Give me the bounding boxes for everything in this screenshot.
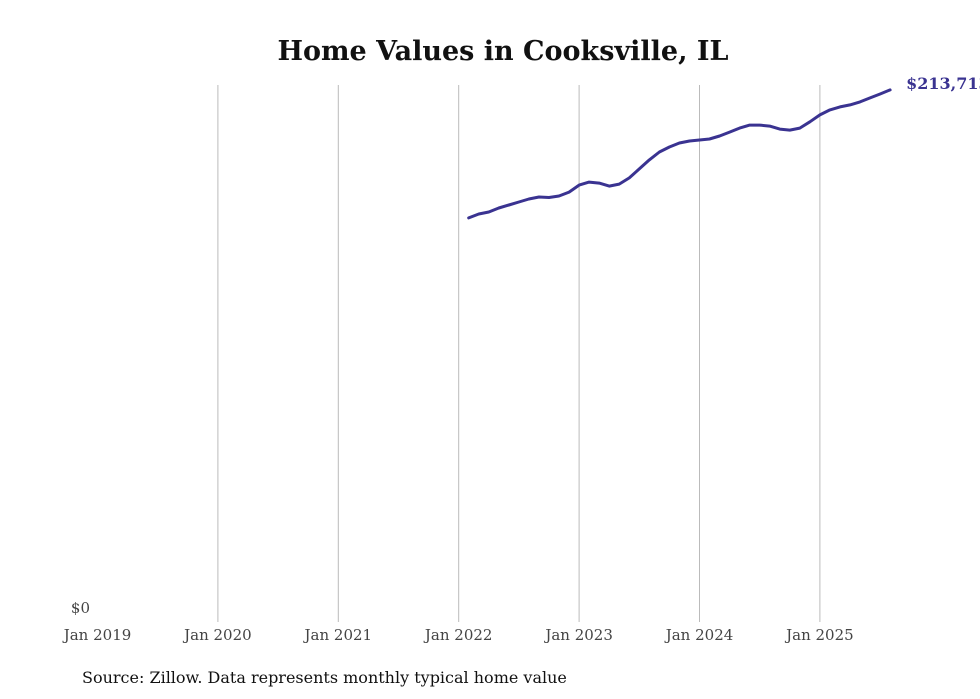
x-tick-label: Jan 2023 (543, 626, 613, 644)
y-tick-label: $0 (71, 599, 90, 617)
x-tick-label: Jan 2022 (423, 626, 493, 644)
x-tick-label: Jan 2024 (664, 626, 734, 644)
x-axis-ticks: Jan 2019 Jan 2020 Jan 2021 Jan 2022 Jan 2023… (62, 626, 854, 644)
x-tick-label: Jan 2020 (182, 626, 252, 644)
x-tick-label: Jan 2025 (784, 626, 854, 644)
x-tick-label: Jan 2019 (62, 626, 132, 644)
end-value-label: $213,713 (906, 74, 980, 93)
x-tick-label: Jan 2021 (303, 626, 373, 644)
series-line (467, 88, 892, 220)
source-note: Source: Zillow. Data represents monthly … (82, 668, 567, 687)
chart-title: Home Values in Cooksville, IL (277, 36, 728, 67)
gridlines (217, 85, 821, 622)
